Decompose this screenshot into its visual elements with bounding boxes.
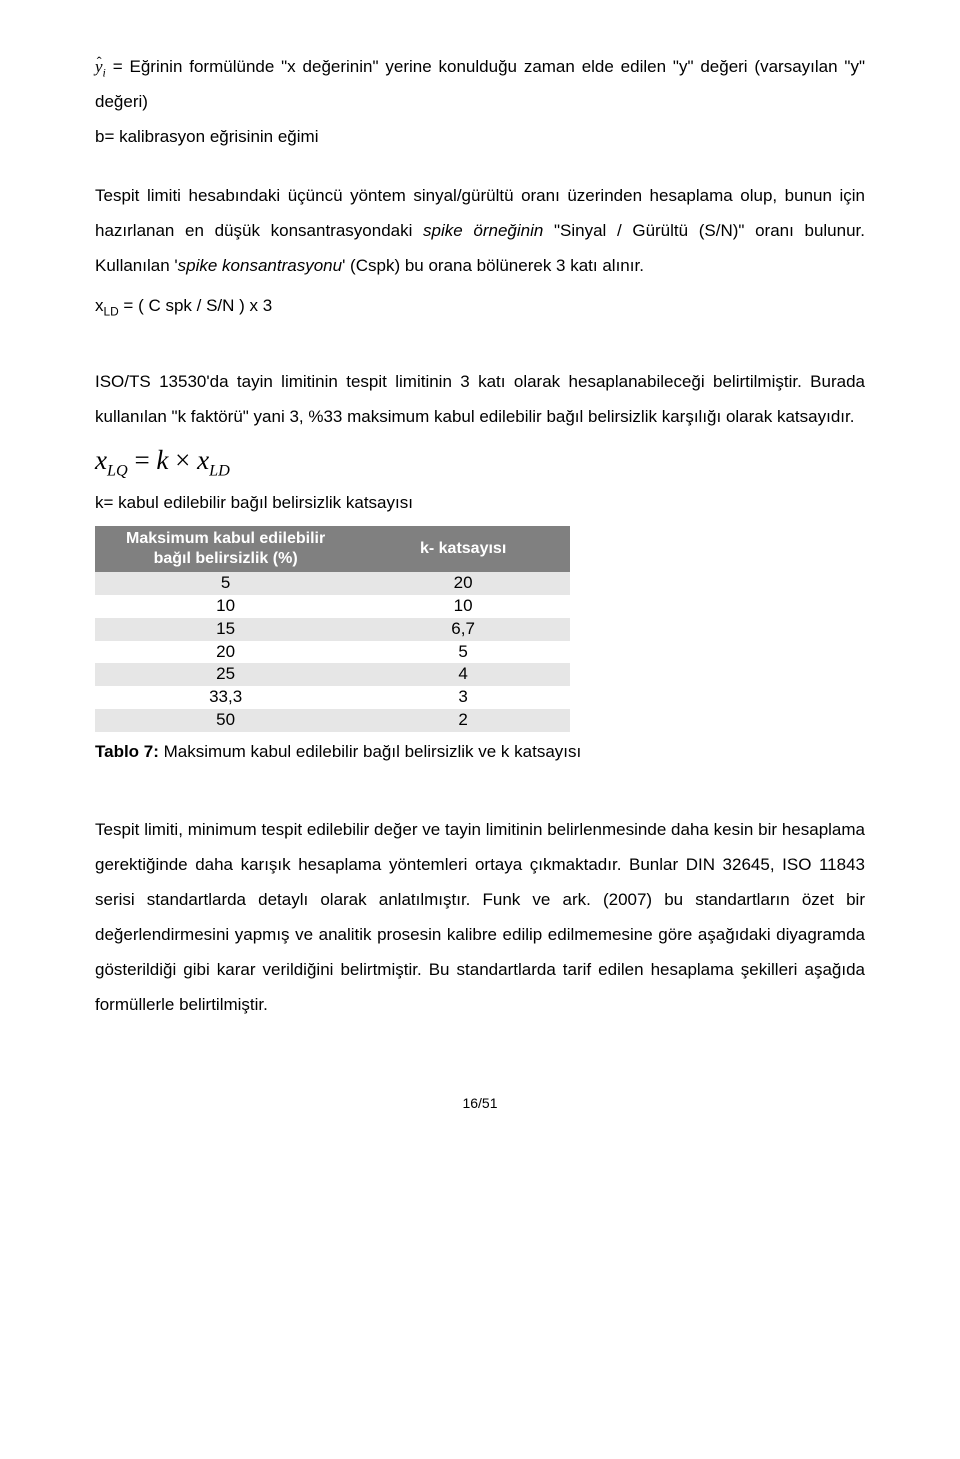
table-caption: Tablo 7: Maksimum kabul edilebilir bağıl… [95, 738, 865, 765]
cell: 15 [95, 618, 356, 641]
cell: 5 [356, 641, 570, 664]
formula-sub1: LQ [107, 461, 128, 479]
caption-text: Maksimum kabul edilebilir bağıl belirsiz… [164, 742, 582, 761]
cell: 50 [95, 709, 356, 732]
xld-x: x [95, 296, 104, 315]
method-italic-1: spike örneğinin [423, 221, 543, 240]
method-text-3: ' (Cspk) bu orana bölünerek 3 katı alını… [342, 256, 644, 275]
method-paragraph: Tespit limiti hesabındaki üçüncü yöntem … [95, 179, 865, 284]
formula-eq: = [128, 445, 157, 475]
formula-x1: x [95, 445, 107, 475]
k-definition: k= kabul edilebilir bağıl belirsizlik ka… [95, 490, 865, 516]
cell: 5 [95, 572, 356, 595]
table-row: 15 6,7 [95, 618, 570, 641]
cell: 3 [356, 686, 570, 709]
cell: 10 [95, 595, 356, 618]
caption-label: Tablo 7: [95, 742, 164, 761]
k-table: Maksimum kabul edilebilir bağıl belirsiz… [95, 526, 570, 733]
cell: 20 [356, 572, 570, 595]
cell: 2 [356, 709, 570, 732]
formula-k: k [156, 445, 168, 475]
document-page: ˆyi = Eğrinin formülünde "x değerinin" y… [0, 0, 960, 1151]
cell: 20 [95, 641, 356, 664]
b-definition: b= kalibrasyon eğrisinin eğimi [95, 124, 865, 150]
yhat-text: = Eğrinin formülünde "x değerinin" yerin… [95, 57, 865, 111]
table-row: 5 20 [95, 572, 570, 595]
final-paragraph: Tespit limiti, minimum tespit edilebilir… [95, 813, 865, 1022]
header1-line2: bağıl belirsizlik (%) [154, 550, 298, 567]
cell: 4 [356, 663, 570, 686]
method-italic-2: spike konsantrasyonu [178, 256, 342, 275]
table-header-row: Maksimum kabul edilebilir bağıl belirsiz… [95, 526, 570, 572]
table-row: 20 5 [95, 641, 570, 664]
iso-paragraph: ISO/TS 13530'da tayin limitinin tespit l… [95, 365, 865, 435]
header1-line1: Maksimum kabul edilebilir [126, 530, 325, 547]
formula-sub2: LD [209, 461, 230, 479]
page-number: 16/51 [95, 1095, 865, 1111]
xld-formula: xLD = ( C spk / S/N ) x 3 [95, 292, 865, 321]
cell: 25 [95, 663, 356, 686]
formula-times: × [168, 445, 197, 475]
cell: 33,3 [95, 686, 356, 709]
table-row: 10 10 [95, 595, 570, 618]
xld-rest: = ( C spk / S/N ) x 3 [119, 296, 273, 315]
table-row: 50 2 [95, 709, 570, 732]
table-row: 33,3 3 [95, 686, 570, 709]
xld-sub: LD [104, 304, 119, 318]
table-header-1: Maksimum kabul edilebilir bağıl belirsiz… [95, 526, 356, 572]
cell: 10 [356, 595, 570, 618]
yhat-definition: ˆyi = Eğrinin formülünde "x değerinin" y… [95, 50, 865, 120]
table-header-2: k- katsayısı [356, 526, 570, 572]
table-row: 25 4 [95, 663, 570, 686]
yhat-symbol: ˆyi [95, 57, 106, 76]
xlq-formula: xLQ = k × xLD [95, 445, 865, 480]
formula-x2: x [197, 445, 209, 475]
cell: 6,7 [356, 618, 570, 641]
